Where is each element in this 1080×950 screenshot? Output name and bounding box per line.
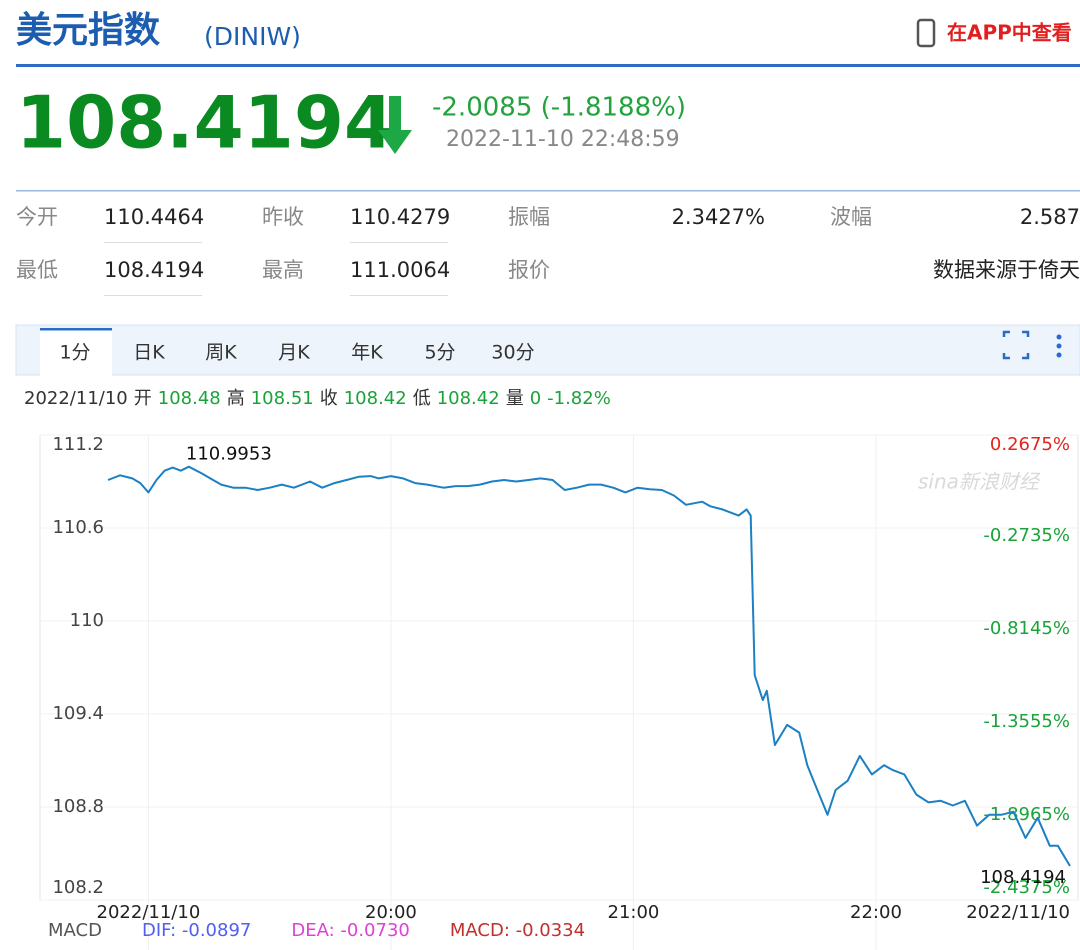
chart: 111.2 110.6 110 109.4 108.8 108.2 0.2675% -0.27… bbox=[39, 434, 1079, 950]
macd-text: DIF: -0.0897 bbox=[142, 920, 251, 941]
tab[interactable]: 5分 bbox=[424, 342, 455, 364]
x-tick-label: 21:00 bbox=[608, 902, 660, 923]
y-tick-label: 108.2 bbox=[52, 877, 104, 898]
stats-rule bbox=[16, 190, 1080, 192]
macd-text: MACD bbox=[48, 920, 102, 941]
down-arrow bbox=[378, 96, 412, 154]
ohlc-text: 108.51 bbox=[251, 388, 314, 409]
ohlc-text: 量 bbox=[506, 388, 524, 409]
annotation: 108.4194 bbox=[980, 867, 1066, 888]
tab-bar bbox=[15, 324, 1080, 376]
tab[interactable]: 30分 bbox=[491, 342, 534, 364]
stat-underline bbox=[350, 295, 448, 296]
y2-tick-label: -1.3555% bbox=[983, 711, 1070, 732]
stat-underline bbox=[104, 295, 202, 296]
tabs: 1分 日K 周K 月K 年K 5分 30分 bbox=[40, 328, 535, 376]
fullscreen-icon[interactable] bbox=[1002, 330, 1030, 360]
ohlc-text: 108.48 bbox=[158, 388, 221, 409]
stat-label: 最高 bbox=[262, 258, 304, 282]
y-tick-label: 109.4 bbox=[52, 703, 104, 724]
x-tick-label: 22:00 bbox=[850, 902, 902, 923]
y-tick-label: 111.2 bbox=[52, 434, 104, 455]
tab[interactable]: 日K bbox=[133, 342, 165, 364]
stat-label: 今开 bbox=[16, 205, 58, 229]
annotation: 110.9953 bbox=[186, 444, 272, 465]
active-tab bbox=[40, 330, 112, 376]
macd-bar: MACD DIF: -0.0897 DEA: -0.0730 MACD: -0.033… bbox=[48, 920, 585, 941]
macd-text: DEA: -0.0730 bbox=[291, 920, 410, 941]
ohlc-text: 108.42 bbox=[344, 388, 407, 409]
y2-tick-label: -2.4375% bbox=[983, 877, 1070, 898]
quote-time: 2022-11-10 22:48:59 bbox=[446, 127, 680, 152]
phone-icon bbox=[916, 18, 936, 48]
menu-icon[interactable] bbox=[1056, 334, 1062, 358]
ohlc-text: 低 bbox=[413, 388, 431, 409]
ohlc-text: 开 bbox=[134, 388, 152, 409]
data-source: 数据来源于倚天 bbox=[933, 258, 1080, 282]
x-tick-label: 2022/11/10 bbox=[97, 902, 201, 923]
plot-frame bbox=[39, 434, 1079, 901]
watermark: sina新浪财经 bbox=[918, 470, 1041, 494]
ohlc-text: 0 bbox=[530, 388, 541, 409]
change: -2.0085 (-1.8188%) bbox=[432, 93, 686, 123]
stats: 今开 110.4464 昨收 110.4279 振幅 2.3427% 波幅 2.587 最低 10… bbox=[16, 205, 1080, 296]
ohlc-text: 收 bbox=[320, 388, 338, 409]
stat-label: 振幅 bbox=[508, 205, 550, 229]
y2-tick-label: -0.2735% bbox=[983, 525, 1070, 546]
stat-value: 2.3427% bbox=[672, 205, 765, 229]
stat-label: 波幅 bbox=[830, 205, 872, 229]
stat-label: 昨收 bbox=[262, 205, 304, 229]
title: 美元指数 bbox=[16, 10, 160, 51]
tab[interactable]: 周K bbox=[205, 342, 237, 364]
y-tick-label: 110.6 bbox=[52, 517, 104, 538]
ohlc-text: 高 bbox=[227, 388, 245, 409]
stat-value: 110.4464 bbox=[104, 205, 204, 229]
ohlc-text: 108.42 bbox=[437, 388, 500, 409]
price-line bbox=[107, 465, 1071, 867]
ohlc-bar: 2022/11/10 开 108.48 高 108.51 收 108.42 低 108.42 量 0… bbox=[24, 388, 611, 409]
stat-value: 2.587 bbox=[1020, 205, 1080, 229]
y2-tick-label: -1.8965% bbox=[983, 804, 1070, 825]
active-tab-top bbox=[40, 328, 112, 331]
y-tick-label: 108.8 bbox=[52, 796, 104, 817]
stat-underline bbox=[104, 242, 202, 243]
price: 108.4194 bbox=[16, 81, 394, 165]
stat-underline bbox=[350, 242, 448, 243]
stat-label: 报价 bbox=[508, 258, 550, 282]
tab[interactable]: 月K bbox=[278, 342, 310, 364]
macd-text: MACD: -0.0334 bbox=[450, 920, 585, 941]
code: (DINIW) bbox=[204, 22, 301, 51]
stat-value: 111.0064 bbox=[350, 258, 450, 282]
stat-value: 110.4279 bbox=[350, 205, 450, 229]
y-tick-label: 110 bbox=[70, 610, 104, 631]
stat-label: 最低 bbox=[16, 258, 58, 282]
y2-tick-label: 0.2675% bbox=[990, 434, 1070, 455]
tab[interactable]: 年K bbox=[351, 342, 383, 364]
app-link[interactable]: 在APP中查看 bbox=[947, 21, 1072, 45]
tab[interactable]: 1分 bbox=[59, 342, 90, 364]
x-tick-label: 20:00 bbox=[365, 902, 417, 923]
y2-tick-label: -0.8145% bbox=[983, 618, 1070, 639]
stat-value: 108.4194 bbox=[104, 258, 204, 282]
x-tick-label: 2022/11/10 bbox=[966, 902, 1070, 923]
header-rule bbox=[16, 64, 1080, 67]
ohlc-text: 2022/11/10 bbox=[24, 388, 128, 409]
ohlc-text: -1.82% bbox=[547, 388, 611, 409]
